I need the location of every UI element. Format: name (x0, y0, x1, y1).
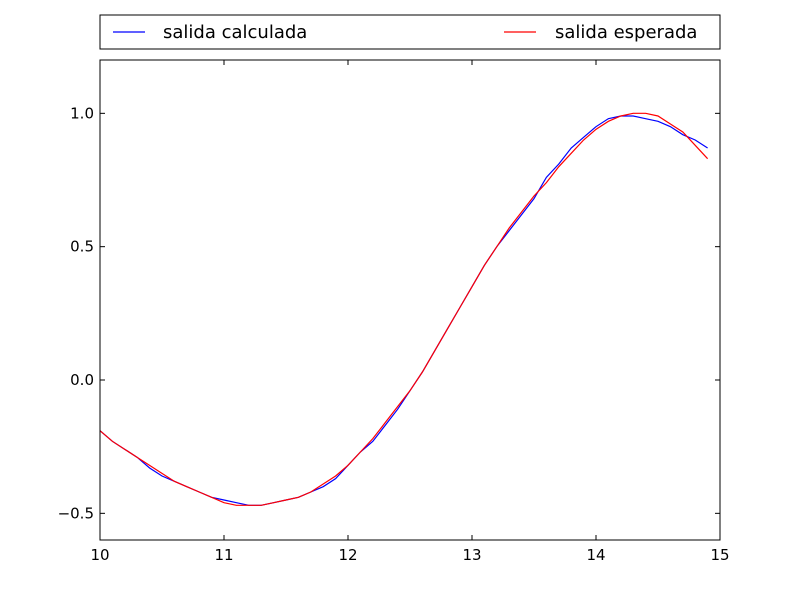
plot-area (100, 60, 720, 540)
x-tick-label: 10 (90, 546, 109, 564)
x-tick-label: 13 (462, 546, 481, 564)
x-tick-label: 12 (338, 546, 357, 564)
legend: salida calculada salida esperada (99, 14, 721, 50)
y-tick-label: −0.5 (58, 504, 94, 522)
series-layer (99, 112, 709, 506)
x-tick-label: 11 (214, 546, 233, 564)
series-line-salida-esperada (99, 112, 709, 506)
legend-frame (99, 14, 721, 50)
y-tick-label: 0.5 (70, 238, 94, 256)
y-tick-label: 1.0 (70, 104, 94, 122)
tick-layer: 10 11 12 13 14 15 −0.5 0.0 0.5 1.0 (58, 60, 730, 564)
y-tick-label: 0.0 (70, 371, 94, 389)
plot-frame (99, 59, 721, 541)
x-tick-label: 15 (710, 546, 729, 564)
x-tick-label: 14 (586, 546, 605, 564)
legend-label-salida-esperada: salida esperada (555, 22, 697, 43)
legend-label-salida-calculada: salida calculada (163, 22, 307, 43)
